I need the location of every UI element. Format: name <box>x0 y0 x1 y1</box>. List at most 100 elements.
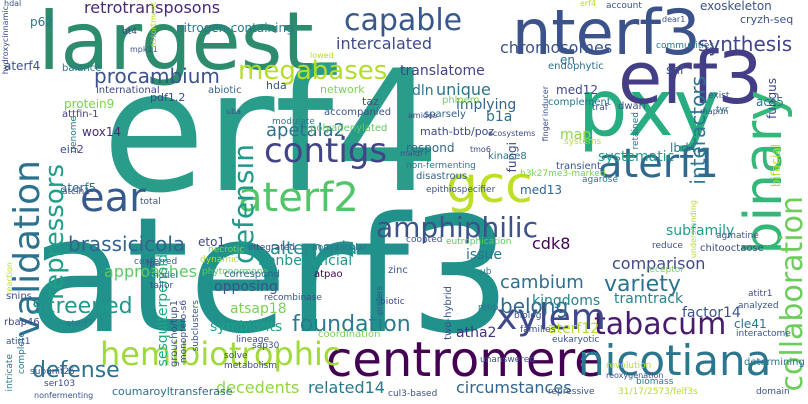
word-opposing: opposing <box>214 279 278 295</box>
word-fpa: fpa <box>146 259 161 269</box>
word-polyadenylated: polyadenylated <box>310 123 388 134</box>
word-brassicicola: brassicicola <box>68 232 186 256</box>
word-reaction: reaction <box>5 262 14 295</box>
word-inducer: inducer <box>541 86 550 117</box>
word-hdal: hdal <box>4 0 22 8</box>
word-eto1: eto1 <box>198 235 226 249</box>
word-assortment: assortment <box>149 2 158 48</box>
word-finger: finger <box>541 118 550 142</box>
word-monoptero-s6: monoptero-s6 <box>179 300 189 364</box>
word-ein2: ein2 <box>60 143 84 156</box>
word-cdk8: cdk8 <box>532 234 571 253</box>
word-xylem: xylem <box>496 297 606 338</box>
word-procambium: procambium <box>94 64 220 88</box>
word-largest: largest <box>38 0 314 88</box>
word-nterf3: nterf3 <box>512 0 701 69</box>
word-protein9: protein9 <box>64 97 115 111</box>
word-sparsely: sparsely <box>424 109 466 120</box>
word-atsap18: atsap18 <box>230 301 287 317</box>
word-screened: screened <box>32 294 133 319</box>
word-pdf1.2: pdf1.2 <box>150 91 186 104</box>
word-megabases: megabases <box>238 56 388 86</box>
word-revolution: revolution <box>606 361 652 371</box>
word-dynamic: dynamic <box>200 255 239 265</box>
word-tyr: tyr <box>716 105 729 115</box>
word-mpk11: mpk11 <box>130 45 158 54</box>
word-tramtrack: tramtrack <box>614 291 684 307</box>
word-atpao: atpao <box>314 269 343 280</box>
word-ecosystems: ecosystems <box>488 129 536 138</box>
word-ser103: ser103 <box>44 379 76 389</box>
word-chitooctaose: chitooctaose <box>700 243 764 254</box>
word-tailor: tailor <box>150 281 174 291</box>
word-gcc: gcc <box>446 156 533 214</box>
word-math-btb/poz: math-btb/poz <box>420 125 495 138</box>
word-phloem: phloem <box>442 95 480 106</box>
word-zinc: zinc <box>388 265 408 276</box>
word-analyzed: analyzed <box>738 301 779 311</box>
word-snips: snips <box>6 291 32 302</box>
word-coordination: coordination <box>318 329 381 340</box>
word-intercalated: intercalated <box>336 34 433 53</box>
word-circumstances: circumstances <box>456 378 572 397</box>
word-kinase8: kinase8 <box>488 151 527 162</box>
word-cambium: cambium <box>500 272 584 293</box>
word-alternaria: alternaria <box>270 238 358 259</box>
word-erf4-small: erf4 <box>580 0 597 8</box>
word-maprin: maprin <box>700 107 729 116</box>
word-complete: complete <box>17 332 27 375</box>
word-phytonormone: phytonormone <box>202 267 269 277</box>
word-b1a: b1a <box>486 109 513 125</box>
word-med12: med12 <box>556 83 598 97</box>
word-recombinase: recombinase <box>264 293 322 303</box>
word-sap30: sap30 <box>252 341 280 351</box>
word-ear: ear <box>80 175 146 221</box>
word-h3k27me3-marked: h3k27me3-marked <box>520 169 606 179</box>
word-lineage: lineage <box>236 335 270 345</box>
word-bifacial: bifacial <box>769 144 783 188</box>
word-capable: capable <box>344 3 463 38</box>
word-atitr1: atitr1 <box>748 289 773 299</box>
word-apetala2: apetala2 <box>266 120 346 141</box>
word-systematic: systematic <box>598 149 675 165</box>
word-reoxygenation: reoxygenation <box>606 371 664 380</box>
word-aterf1: aterf1 <box>598 141 719 187</box>
word-metabolism: metabolism <box>224 361 278 371</box>
word-agarose: agarose <box>582 175 618 185</box>
word-hydroxycinnamic: hydroxycinnamic <box>1 6 10 75</box>
word-centromere: centromere <box>326 332 604 388</box>
word-taz: taz <box>362 95 379 108</box>
word-erf3: erf3 <box>618 36 764 120</box>
word-approaches: approaches <box>104 262 198 281</box>
word-non-fermenting: non-fermenting <box>406 161 476 171</box>
word-reduce: reduce <box>652 241 683 251</box>
word-eukaryotic: eukaryotic <box>552 335 600 345</box>
word-exoskeleton: exoskeleton <box>700 0 772 13</box>
word-atirt1: atirt1 <box>6 337 31 347</box>
word-retained: retained <box>631 112 641 150</box>
word-nonvascular: nonvascular <box>312 243 367 253</box>
word-model: model <box>150 271 179 281</box>
word-two-hybrid: two-hybrid <box>443 286 454 340</box>
word-decedents: decedents <box>216 378 300 397</box>
word-contigs: contigs <box>264 131 388 171</box>
word-lbd4: lbd4 <box>670 141 697 155</box>
word-solve: solve <box>224 351 248 361</box>
word-p62: p62 <box>30 15 53 29</box>
word-account: account <box>606 1 642 11</box>
word-rebp: rebp <box>478 303 499 313</box>
word-amides: amides <box>408 111 438 120</box>
word-chromosomes: chromosomes <box>500 38 613 57</box>
word-families: families <box>520 325 556 335</box>
word-tabacum: tabacum <box>594 307 727 342</box>
word-traf: traf <box>592 103 608 113</box>
word-implying: implying <box>456 97 517 113</box>
word-atha2: atha2 <box>456 325 497 341</box>
word-aterf2: aterf2 <box>238 175 359 221</box>
word-translatome: translatome <box>400 63 485 79</box>
word-intricate: intricate <box>5 354 15 392</box>
word-eutrophication: eutrophication <box>446 237 512 247</box>
word-balance: balance <box>62 63 102 74</box>
word-respond: respond <box>406 141 455 155</box>
word-lowed: lowed <box>310 51 334 60</box>
